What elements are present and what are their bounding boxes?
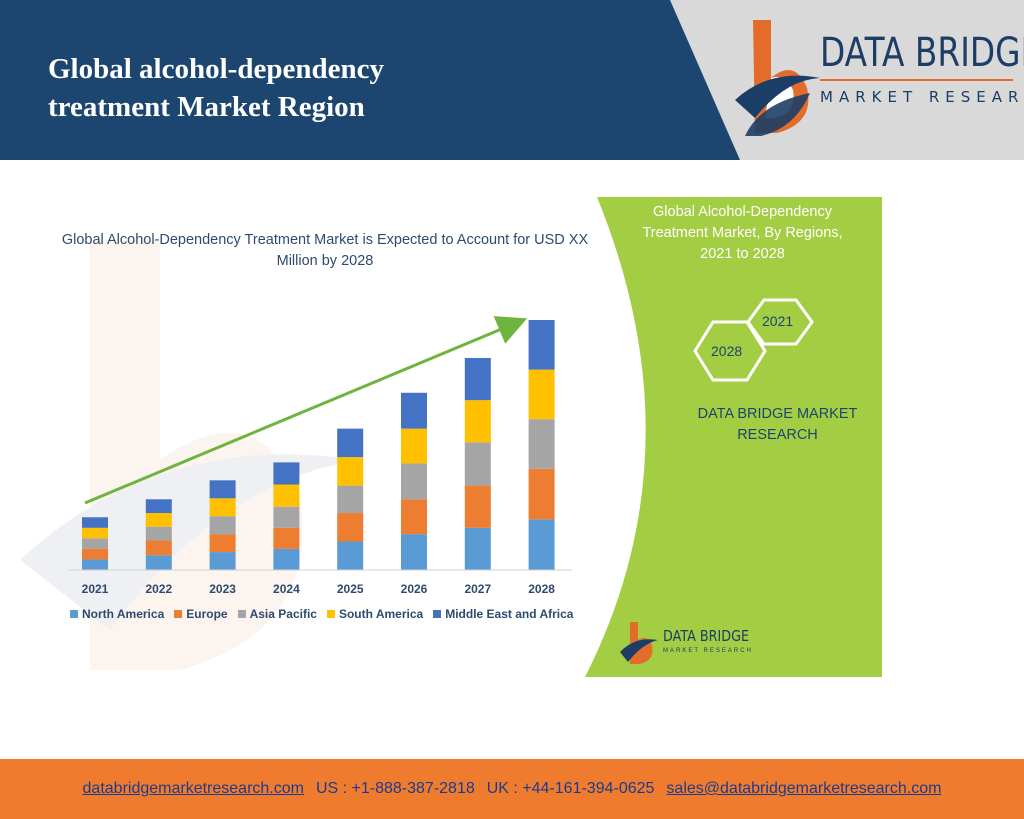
brand-tagline: MARKET RESEARCH (820, 88, 1024, 106)
bar-2021-asia-pacific (82, 538, 108, 549)
legend-swatch (70, 610, 78, 618)
x-tick-label: 2025 (337, 582, 364, 596)
bar-2023-europe (209, 534, 236, 553)
email-link[interactable]: sales@databridgemarketresearch.com (666, 780, 942, 797)
brand-name: DATA BRIDGE (820, 30, 1024, 76)
legend-item: Middle East and Africa (433, 607, 573, 621)
bar-2023-middle-east-and-africa (209, 480, 236, 499)
bar-2025-asia-pacific (337, 485, 364, 514)
bar-2028-middle-east-and-africa (528, 320, 555, 370)
legend-label: Middle East and Africa (445, 607, 574, 621)
bar-2025-europe (337, 513, 364, 542)
hex-year-end: 2028 (711, 343, 743, 359)
x-tick-label: 2028 (528, 582, 555, 596)
trend-arrow (84, 316, 528, 505)
legend-item: North America (70, 607, 164, 621)
legend-item: South America (326, 607, 424, 621)
bar-2021-north-america (82, 559, 108, 570)
bar-2024-middle-east-and-africa (273, 462, 300, 485)
bar-2027-south-america (464, 400, 491, 443)
bar-2024-south-america (273, 484, 300, 507)
bar-2027-middle-east-and-africa (464, 357, 491, 401)
legend-label: Asia Pacific (249, 607, 317, 621)
bar-2027-europe (464, 485, 491, 528)
bar-2028-south-america (528, 369, 555, 420)
legend-label: North America (82, 607, 165, 621)
bar-2021-europe (82, 548, 108, 560)
footer-bar: databridgemarketresearch.com US : +1-888… (0, 759, 1024, 819)
bar-2028-asia-pacific (528, 419, 555, 469)
website-link[interactable]: databridgemarketresearch.com (82, 780, 304, 797)
bar-2022-middle-east-and-africa (145, 499, 172, 514)
x-tick-label: 2022 (145, 582, 172, 596)
bar-2027-north-america (464, 527, 491, 570)
bar-2027-asia-pacific (464, 442, 491, 486)
x-tick-label: 2021 (82, 582, 109, 596)
bar-2022-europe (145, 540, 172, 556)
bar-2026-asia-pacific (401, 463, 427, 500)
bar-2022-north-america (145, 555, 172, 570)
mini-logo-tagline: MARKET RESEARCH (663, 648, 753, 654)
bar-2025-north-america (337, 541, 364, 570)
bar-2026-europe (401, 499, 427, 535)
stacked-bar-chart: 2021 2022 2023 2024 2025 2026 2027 2028 (68, 316, 572, 596)
x-tick-label: 2027 (464, 582, 491, 596)
legend-item: Asia Pacific (237, 607, 317, 621)
legend-swatch (237, 610, 246, 618)
hex-year-start: 2021 (762, 313, 794, 329)
x-tick-label: 2023 (209, 582, 236, 596)
legend-item: Europe (174, 607, 228, 621)
bar-2025-middle-east-and-africa (337, 428, 364, 458)
hexagon-2028-icon (693, 320, 767, 382)
bar-2022-asia-pacific (145, 526, 172, 541)
bar-2024-north-america (273, 548, 300, 570)
bar-2023-south-america (209, 498, 236, 517)
bar-2024-asia-pacific (273, 506, 300, 528)
bar-2028-europe (528, 468, 555, 520)
brand-divider (820, 79, 1013, 81)
uk-phone: UK : +44-161-394-0625 (486, 780, 655, 797)
bar-2021-middle-east-and-africa (82, 517, 108, 528)
bar-2026-north-america (401, 534, 427, 570)
legend-swatch (174, 610, 183, 618)
x-tick-label: 2026 (401, 582, 428, 596)
bar-2026-south-america (401, 428, 427, 464)
x-tick-label: 2024 (273, 582, 300, 596)
bar-2023-north-america (209, 552, 236, 570)
legend-swatch (433, 610, 442, 618)
bar-2023-asia-pacific (209, 516, 236, 535)
bar-2025-south-america (337, 457, 364, 486)
chart-title: Global Alcohol-Dependency Treatment Mark… (61, 232, 589, 269)
bar-2021-south-america (82, 527, 108, 539)
panel-brand-text: DATA BRIDGE MARKET RESEARCH (697, 406, 858, 443)
bar-2022-south-america (145, 513, 172, 527)
legend-label: Europe (186, 607, 228, 621)
data-bridge-logo-icon (735, 20, 820, 136)
mini-logo-icon (620, 622, 658, 664)
chart-legend: North America Europe Asia Pacific South Ame… (70, 607, 573, 621)
mini-logo-name: DATA BRIDGE (663, 627, 750, 645)
legend-label: South America (338, 607, 424, 621)
bar-2028-north-america (528, 519, 555, 570)
bar-2026-middle-east-and-africa (401, 392, 427, 429)
panel-title: Global Alcohol-Dependency Treatment Mark… (642, 204, 843, 262)
us-phone: US : +1-888-387-2818 (315, 780, 475, 797)
page-title: Global alcohol-dependency treatment Mark… (48, 53, 384, 123)
bar-2024-europe (273, 527, 300, 549)
legend-swatch (326, 610, 335, 618)
